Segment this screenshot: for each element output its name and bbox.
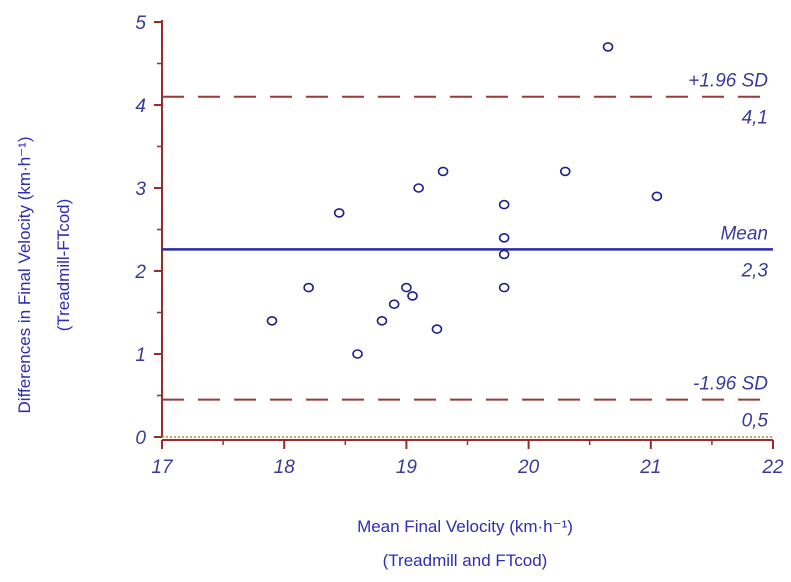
y-tick-label: 5 xyxy=(135,13,146,34)
data-point xyxy=(413,183,424,193)
data-point xyxy=(352,349,363,359)
data-point xyxy=(407,291,418,301)
data-point xyxy=(559,166,571,177)
data-point xyxy=(498,199,510,210)
data-point xyxy=(651,191,663,202)
data-point xyxy=(602,42,614,52)
data-points xyxy=(266,42,663,359)
reference-label-upper-value: 4,1 xyxy=(742,108,768,129)
reference-label-lower-name: -1.96 SD xyxy=(693,374,768,395)
y-tick-label: 1 xyxy=(135,345,146,366)
data-point xyxy=(266,315,278,326)
x-axis-title-line1: Mean Final Velocity (km·h⁻¹) xyxy=(357,517,573,536)
data-point xyxy=(498,249,510,260)
x-tick-label: 18 xyxy=(274,457,296,478)
x-tick-label: 22 xyxy=(761,457,784,478)
y-tick-label: 4 xyxy=(135,96,146,117)
y-axis-title-line2: (Treadmill-FTcod) xyxy=(54,199,73,332)
data-point xyxy=(388,299,400,310)
reference-label-mean-value: 2,3 xyxy=(741,260,769,281)
x-tick-label: 19 xyxy=(396,457,418,478)
data-point xyxy=(498,282,510,293)
data-point xyxy=(376,315,388,326)
axes xyxy=(154,20,774,449)
reference-label-lower-value: 0,5 xyxy=(742,411,769,432)
data-point xyxy=(333,208,345,218)
data-point xyxy=(401,282,412,293)
tick-labels: 0 1 2 3 4 5 17 18 19 20 21 22 xyxy=(134,13,784,478)
x-tick-label: 17 xyxy=(151,457,174,478)
y-tick-label: 0 xyxy=(135,428,146,449)
x-tick-label: 20 xyxy=(517,457,540,478)
y-tick-label: 3 xyxy=(135,179,146,200)
y-tick-label: 2 xyxy=(134,262,146,283)
x-tick-label: 21 xyxy=(639,457,661,478)
reference-labels: +1.96 SD 4,1 Mean 2,3 -1.96 SD 0,5 xyxy=(688,71,768,432)
reference-label-mean-name: Mean xyxy=(720,223,768,244)
data-point xyxy=(437,166,449,177)
reference-lines xyxy=(162,95,773,401)
data-point xyxy=(303,282,314,293)
data-point xyxy=(498,233,510,243)
x-axis-title-line2: (Treadmill and FTcod) xyxy=(383,551,548,570)
reference-label-upper-name: +1.96 SD xyxy=(688,71,768,92)
y-axis-title-line1: Differences in Final Velocity (km·h⁻¹) xyxy=(15,137,34,414)
data-point xyxy=(431,324,443,334)
